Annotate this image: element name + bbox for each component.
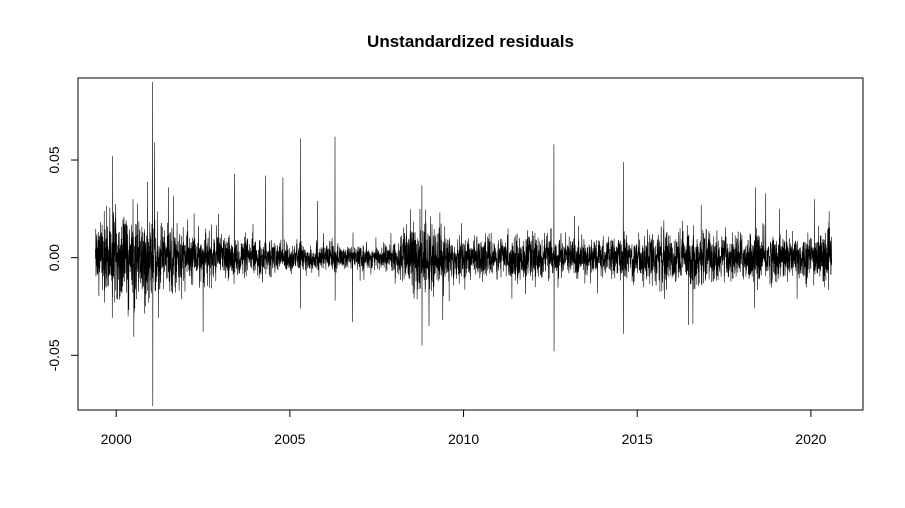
y-tick-label: 0.05 xyxy=(46,146,62,173)
x-tick-label: 2000 xyxy=(101,431,132,447)
chart-title: Unstandardized residuals xyxy=(367,32,574,51)
x-tick-label: 2010 xyxy=(448,431,479,447)
plot-frame xyxy=(77,77,864,411)
x-tick-label: 2020 xyxy=(795,431,826,447)
x-tick-label: 2005 xyxy=(274,431,305,447)
y-tick-label: 0.00 xyxy=(46,244,62,271)
y-axis: -0.05 0.00 0.05 xyxy=(46,146,79,371)
x-axis: 2000 2005 2010 2015 2020 xyxy=(101,409,827,447)
x-tick-label: 2015 xyxy=(622,431,653,447)
series-line xyxy=(95,81,833,407)
residual-trace xyxy=(95,81,833,407)
y-tick-label: -0.05 xyxy=(46,339,62,371)
